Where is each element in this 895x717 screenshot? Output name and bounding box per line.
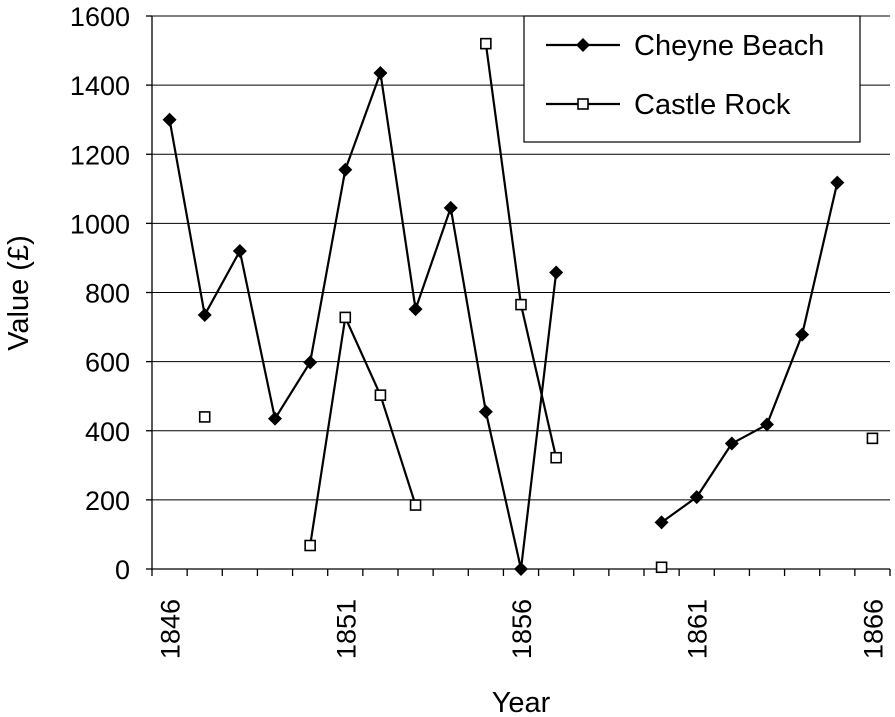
- series-line-cheyne-beach: [660, 182, 839, 524]
- series-layer: [162, 37, 879, 576]
- point-cheyne-beach: [197, 307, 212, 322]
- point-castle-rock: [339, 311, 352, 324]
- legend-label-castle-rock: Castle Rock: [634, 89, 791, 121]
- point-cheyne-beach: [408, 302, 423, 317]
- gridlines: [152, 15, 890, 501]
- series-line-castle-rock: [309, 316, 417, 546]
- point-cheyne-beach: [443, 200, 458, 215]
- point-cheyne-beach: [373, 66, 388, 81]
- point-cheyne-beach: [162, 112, 177, 127]
- point-cheyne-beach: [514, 562, 528, 576]
- y-tick-label: 600: [85, 348, 130, 378]
- point-cheyne-beach: [232, 244, 247, 259]
- y-tick-label: 200: [85, 486, 130, 516]
- x-tick-label: 1851: [331, 599, 361, 659]
- legend-marker-castle-rock: [577, 98, 589, 110]
- x-tick-label: 1861: [683, 599, 713, 659]
- x-tick-label: 1846: [156, 599, 186, 659]
- point-castle-rock: [374, 389, 387, 401]
- y-tick-label: 1200: [70, 140, 130, 170]
- x-tick-label: 1866: [858, 599, 888, 659]
- point-castle-rock: [198, 411, 211, 423]
- point-cheyne-beach: [654, 515, 669, 530]
- point-cheyne-beach: [268, 411, 282, 426]
- point-castle-rock: [655, 561, 668, 574]
- point-cheyne-beach: [724, 436, 739, 451]
- x-axis: 1846 1851 1856 1861 1866: [151, 568, 891, 659]
- x-axis-title: Year: [492, 687, 551, 717]
- series-line-cheyne-beach: [168, 71, 558, 571]
- point-cheyne-beach: [689, 490, 704, 505]
- y-tick-label: 0: [115, 555, 130, 585]
- point-castle-rock: [866, 432, 879, 445]
- point-cheyne-beach: [549, 265, 564, 280]
- y-tick-label: 1400: [70, 71, 130, 101]
- y-axis: 0 200 400 600 800 1000 1200 1400 1600: [70, 2, 153, 585]
- point-castle-rock: [304, 539, 316, 552]
- point-cheyne-beach: [303, 355, 318, 370]
- point-castle-rock: [515, 298, 527, 311]
- point-castle-rock: [550, 451, 562, 464]
- legend-box: [523, 15, 861, 143]
- y-tick-label: 400: [85, 417, 130, 447]
- point-cheyne-beach: [830, 175, 845, 190]
- legend-marker-cheyne-beach: [576, 38, 590, 52]
- series-cheyne-beach: [162, 66, 845, 576]
- legend: Cheyne Beach Castle Rock: [523, 15, 861, 143]
- y-axis-title: Value (£): [3, 235, 35, 351]
- point-cheyne-beach: [760, 417, 774, 432]
- y-tick-label: 800: [85, 279, 130, 309]
- y-tick-label: 1600: [70, 2, 130, 32]
- x-tick-label: 1856: [507, 599, 537, 659]
- point-castle-rock: [480, 37, 492, 50]
- point-cheyne-beach: [338, 162, 353, 177]
- point-cheyne-beach: [478, 404, 493, 419]
- legend-label-cheyne-beach: Cheyne Beach: [634, 30, 824, 62]
- point-castle-rock: [409, 499, 422, 511]
- point-cheyne-beach: [795, 327, 810, 342]
- y-tick-label: 1000: [70, 209, 130, 239]
- series-castle-rock: [198, 37, 879, 574]
